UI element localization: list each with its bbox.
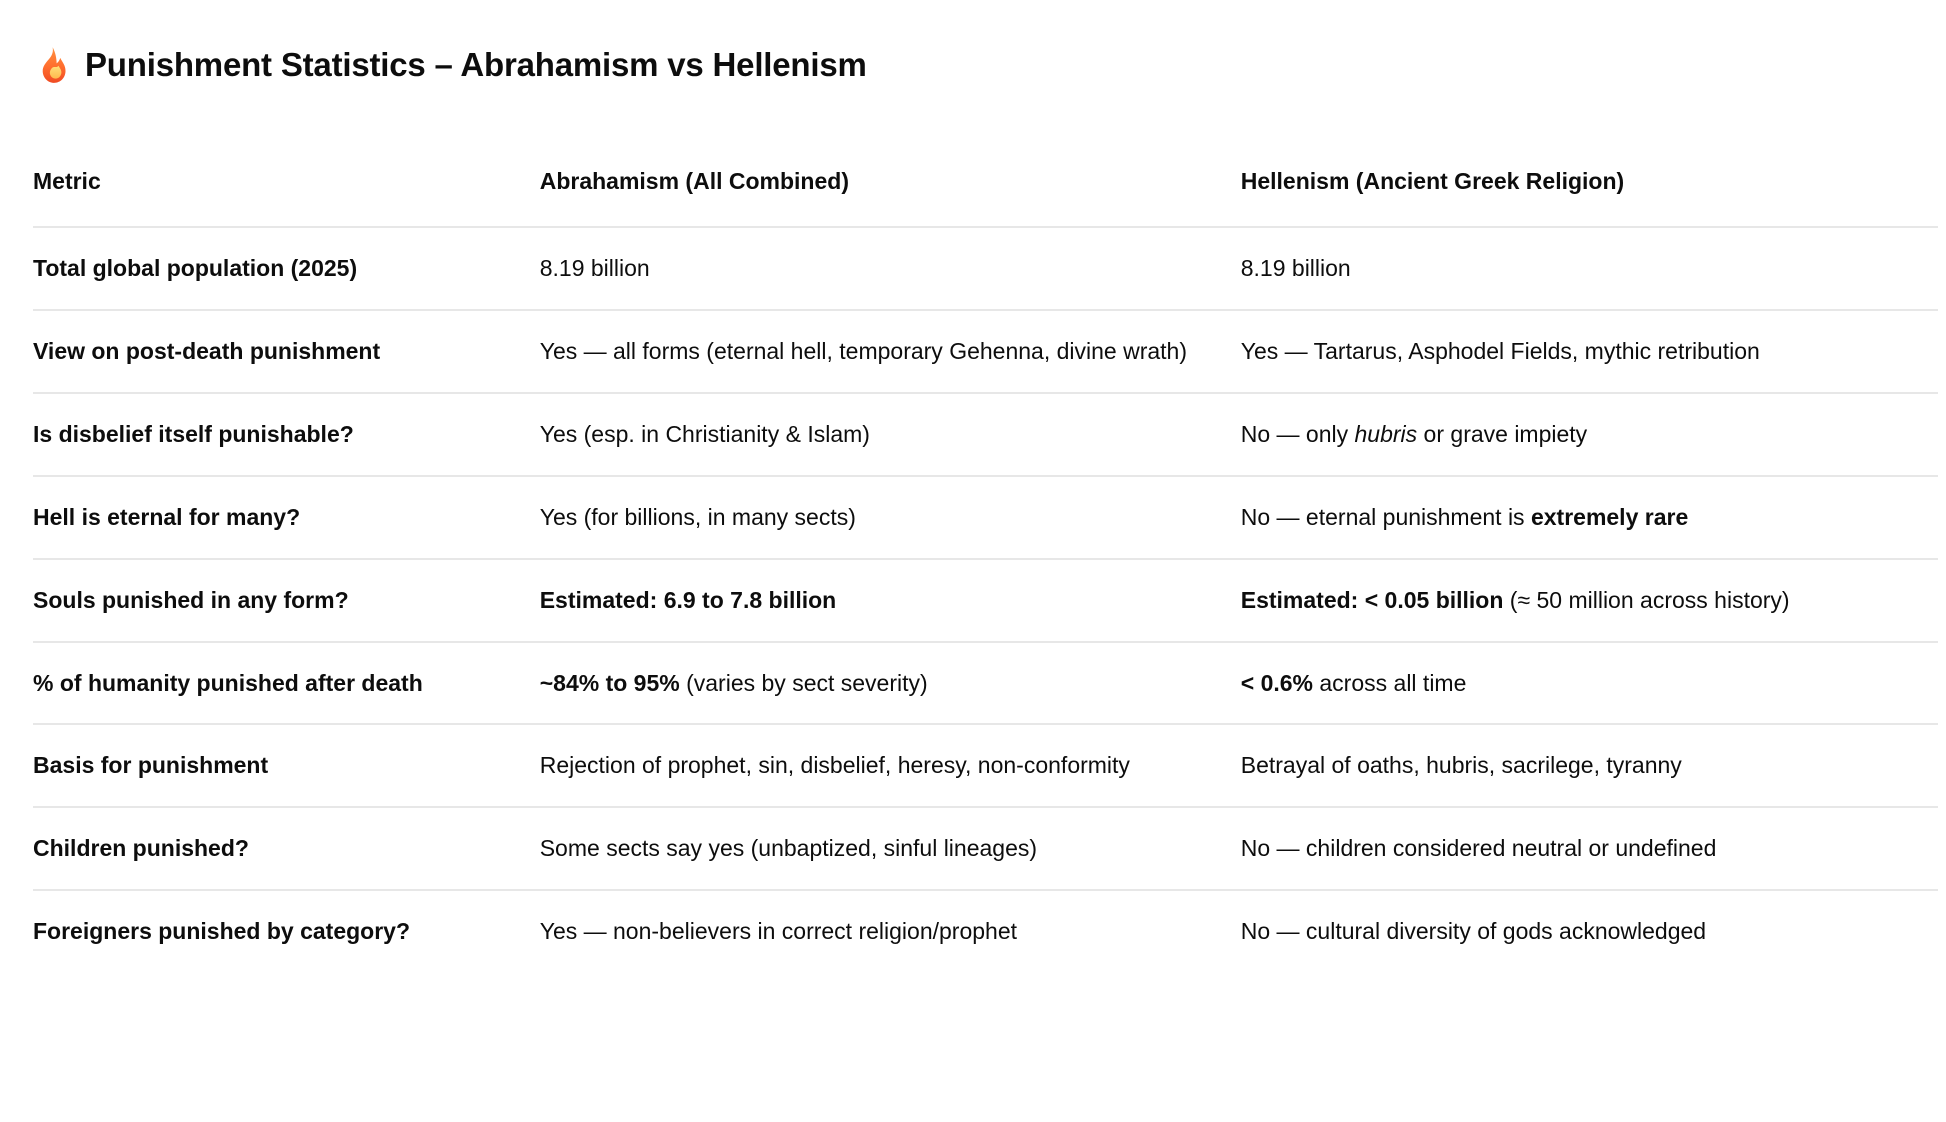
abrahamism-cell: Yes — all forms (eternal hell, temporary… <box>539 309 1241 394</box>
hellenism-cell: 8.19 billion <box>1240 226 1938 311</box>
cell-text: No — only <box>1240 420 1355 447</box>
column-header-hellenism: Hellenism (Ancient Greek Religion) <box>1240 142 1938 228</box>
abrahamism-cell: Some sects say yes (unbaptized, sinful l… <box>539 807 1241 892</box>
table-row: View on post-death punishment Yes — all f… <box>33 309 1938 394</box>
abrahamism-cell: Yes (esp. in Christianity & Islam) <box>539 392 1241 477</box>
cell-text: 8.19 billion <box>1240 254 1351 281</box>
metric-cell: Basis for punishment <box>33 724 540 809</box>
metric-cell: Souls punished in any form? <box>33 558 540 643</box>
cell-text: (varies by sect severity) <box>679 669 928 696</box>
hellenism-cell: Yes — Tartarus, Asphodel Fields, mythic … <box>1240 309 1938 394</box>
cell-text: ~84% to 95% <box>539 669 680 696</box>
abrahamism-cell: ~84% to 95% (varies by sect severity) <box>539 641 1241 726</box>
table-row: Foreigners punished by category? Yes — no… <box>33 890 1938 972</box>
hellenism-cell: No — only hubris or grave impiety <box>1240 392 1938 477</box>
table-row: Basis for punishment Rejection of prophet… <box>33 724 1938 809</box>
table-row: Hell is eternal for many? Yes (for billio… <box>33 475 1938 560</box>
metric-cell: Is disbelief itself punishable? <box>33 392 540 477</box>
column-header-abrahamism: Abrahamism (All Combined) <box>539 142 1241 228</box>
cell-text: No — eternal punishment is <box>1240 503 1531 530</box>
cell-text: 8.19 billion <box>539 254 650 281</box>
page-title: Punishment Statistics – Abrahamism vs He… <box>33 44 1938 87</box>
hellenism-cell: < 0.6% across all time <box>1240 641 1938 726</box>
metric-cell: Foreigners punished by category? <box>33 918 411 945</box>
table-row: Total global population (2025) 8.19 billi… <box>33 226 1938 311</box>
abrahamism-cell: Yes (for billions, in many sects) <box>539 475 1241 560</box>
metric-cell: Total global population (2025) <box>33 226 540 311</box>
cell-text: extremely rare <box>1530 503 1689 530</box>
cell-text: < 0.6% <box>1240 669 1313 696</box>
page: Punishment Statistics – Abrahamism vs He… <box>33 44 1938 972</box>
table-row: Is disbelief itself punishable? Yes (esp.… <box>33 392 1938 477</box>
cell-text: Yes (for billions, in many sects) <box>539 503 856 530</box>
cell-text: Yes — all forms (eternal hell, temporary… <box>539 337 1187 364</box>
cell-text: No — cultural diversity of gods acknowle… <box>1240 918 1707 945</box>
cell-text: Yes (esp. in Christianity & Islam) <box>539 420 870 447</box>
abrahamism-cell: 8.19 billion <box>539 226 1241 311</box>
cell-text: hubris <box>1354 420 1418 447</box>
table-row: Souls punished in any form? Estimated: 6.… <box>33 558 1938 643</box>
cell-text: Rejection of prophet, sin, disbelief, he… <box>539 752 1130 779</box>
column-header-metric: Metric <box>33 142 540 228</box>
cell-text: No — children considered neutral or unde… <box>1240 835 1717 862</box>
hellenism-cell: No — eternal punishment is extremely rar… <box>1240 475 1938 560</box>
metric-cell: % of humanity punished after death <box>33 641 540 726</box>
cell-text: Yes — non-believers in correct religion/… <box>539 918 1018 945</box>
comparison-table: Metric Abrahamism (All Combined) Helleni… <box>33 142 1938 972</box>
cell-text: or grave impiety <box>1417 420 1588 447</box>
metric-cell: View on post-death punishment <box>33 309 540 394</box>
hellenism-cell: No — cultural diversity of gods acknowle… <box>1241 890 1938 972</box>
abrahamism-cell: Estimated: 6.9 to 7.8 billion <box>539 558 1241 643</box>
hellenism-cell: Estimated: < 0.05 billion (≈ 50 million … <box>1240 558 1938 643</box>
cell-text: Yes — Tartarus, Asphodel Fields, mythic … <box>1240 337 1760 364</box>
cell-text: Betrayal of oaths, hubris, sacrilege, ty… <box>1240 752 1682 779</box>
abrahamism-cell: Rejection of prophet, sin, disbelief, he… <box>539 724 1241 809</box>
table-body: Total global population (2025) 8.19 billi… <box>33 226 1938 972</box>
page-title-text: Punishment Statistics – Abrahamism vs He… <box>85 46 867 83</box>
cell-text: across all time <box>1313 669 1467 696</box>
cell-text: Estimated: < 0.05 billion <box>1240 586 1504 613</box>
table-row: Children punished? Some sects say yes (un… <box>33 807 1938 892</box>
cell-text: Some sects say yes (unbaptized, sinful l… <box>539 835 1038 862</box>
table-row: % of humanity punished after death ~84% t… <box>33 641 1938 726</box>
metric-cell: Children punished? <box>33 807 540 892</box>
abrahamism-cell: Yes — non-believers in correct religion/… <box>540 890 1241 972</box>
cell-text: (≈ 50 million across history) <box>1503 586 1790 613</box>
hellenism-cell: No — children considered neutral or unde… <box>1240 807 1938 892</box>
cell-text: Estimated: 6.9 to 7.8 billion <box>539 586 837 613</box>
metric-cell: Hell is eternal for many? <box>33 475 540 560</box>
fire-icon <box>33 46 71 84</box>
hellenism-cell: Betrayal of oaths, hubris, sacrilege, ty… <box>1240 724 1938 809</box>
table-header-row: Metric Abrahamism (All Combined) Helleni… <box>33 142 1938 228</box>
